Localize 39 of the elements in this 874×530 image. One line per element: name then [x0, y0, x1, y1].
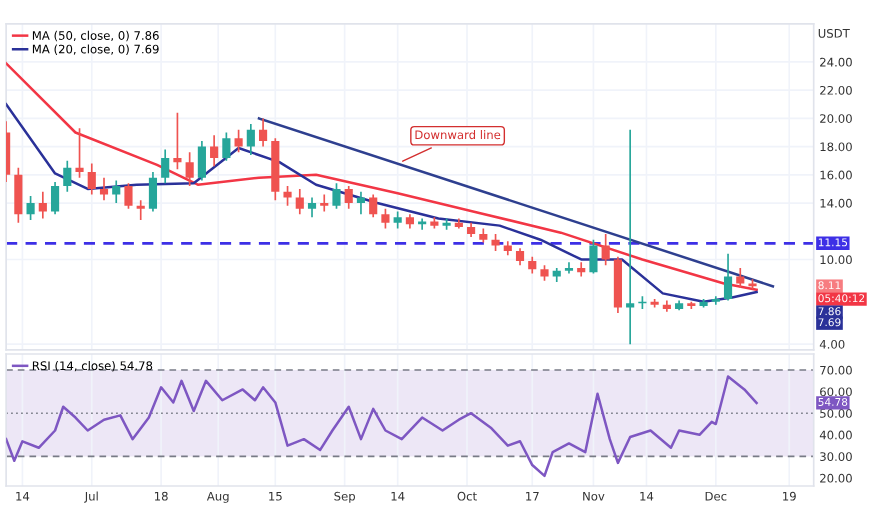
- candlestick: [112, 179, 121, 204]
- candlestick: [14, 166, 23, 224]
- candlestick: [259, 117, 268, 148]
- candlestick: [234, 128, 243, 154]
- candlestick: [124, 182, 133, 210]
- candlestick: [564, 261, 574, 275]
- candlestick: [295, 188, 304, 216]
- candlestick: [26, 195, 35, 221]
- candlestick: [723, 253, 733, 302]
- candlestick: [613, 255, 622, 314]
- candlestick: [222, 131, 231, 162]
- candlestick: [99, 176, 109, 202]
- candlestick: [87, 162, 96, 196]
- candlestick: [185, 151, 194, 187]
- candlestick: [197, 140, 206, 182]
- candlestick: [136, 199, 145, 221]
- candlestick: [736, 267, 745, 289]
- candlestick: [601, 233, 610, 266]
- candlestick: [307, 196, 317, 218]
- candlestick: [246, 123, 255, 156]
- candlestick: [626, 128, 635, 345]
- candlestick: [173, 111, 182, 171]
- line-series: [6, 103, 758, 304]
- candlestick: [356, 190, 366, 216]
- candlestick: [161, 148, 170, 185]
- candlestick: [332, 182, 341, 210]
- candlestick: [344, 185, 353, 210]
- candlestick: [75, 127, 84, 179]
- candlestick: [63, 159, 72, 193]
- candlestick: [320, 193, 329, 213]
- candlestick: [210, 134, 219, 168]
- candlestick: [50, 181, 60, 216]
- line-series: [6, 375, 758, 478]
- candlestick: [589, 238, 598, 275]
- candlestick: [283, 185, 292, 207]
- candlestick: [381, 207, 390, 230]
- candlestick: [369, 193, 378, 218]
- candlestick: [38, 190, 47, 220]
- candlestick: [148, 171, 158, 213]
